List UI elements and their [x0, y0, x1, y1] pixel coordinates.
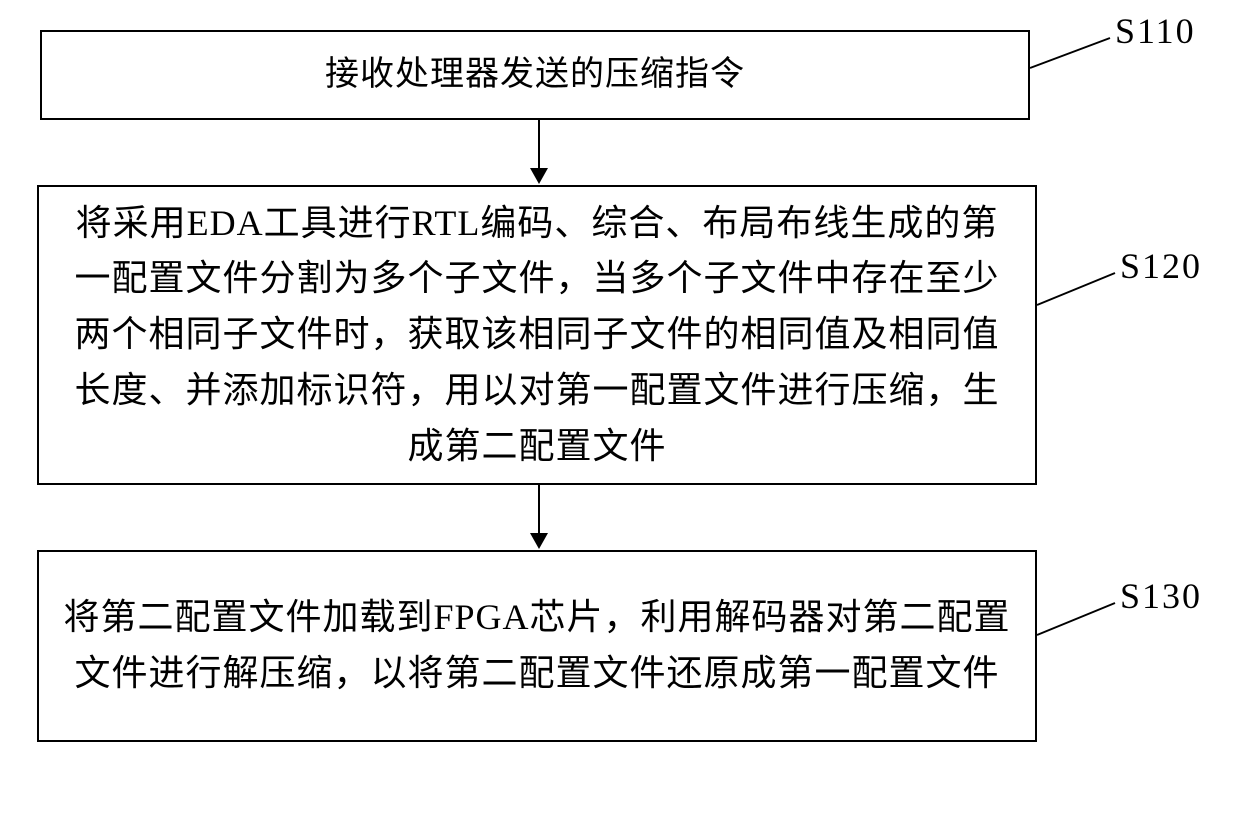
step-text-s110: 接收处理器发送的压缩指令	[325, 49, 745, 102]
arrow-line-2	[538, 485, 540, 533]
arrow-1	[530, 120, 548, 184]
step-label-s120: S120	[1120, 245, 1202, 287]
step-s120: 将采用EDA工具进行RTL编码、综合、布局布线生成的第一配置文件分割为多个子文件…	[37, 185, 1200, 485]
connector-s130	[1037, 575, 1127, 645]
connector-s110	[1030, 30, 1120, 80]
arrow-head-2	[530, 533, 548, 549]
step-text-s120: 将采用EDA工具进行RTL编码、综合、布局布线生成的第一配置文件分割为多个子文件…	[63, 196, 1011, 475]
step-s110: 接收处理器发送的压缩指令 S110	[40, 30, 1200, 120]
arrow-line-1	[538, 120, 540, 168]
arrow-2	[530, 485, 548, 549]
step-label-s130: S130	[1120, 575, 1202, 617]
step-s130: 将第二配置文件加载到FPGA芯片，利用解码器对第二配置文件进行解压缩，以将第二配…	[37, 550, 1200, 742]
step-box-s130: 将第二配置文件加载到FPGA芯片，利用解码器对第二配置文件进行解压缩，以将第二配…	[37, 550, 1037, 742]
arrow-head-1	[530, 168, 548, 184]
step-text-s130: 将第二配置文件加载到FPGA芯片，利用解码器对第二配置文件进行解压缩，以将第二配…	[63, 590, 1011, 702]
step-label-s110: S110	[1115, 10, 1196, 52]
connector-s120	[1037, 245, 1127, 315]
step-box-s110: 接收处理器发送的压缩指令	[40, 30, 1030, 120]
step-box-s120: 将采用EDA工具进行RTL编码、综合、布局布线生成的第一配置文件分割为多个子文件…	[37, 185, 1037, 485]
